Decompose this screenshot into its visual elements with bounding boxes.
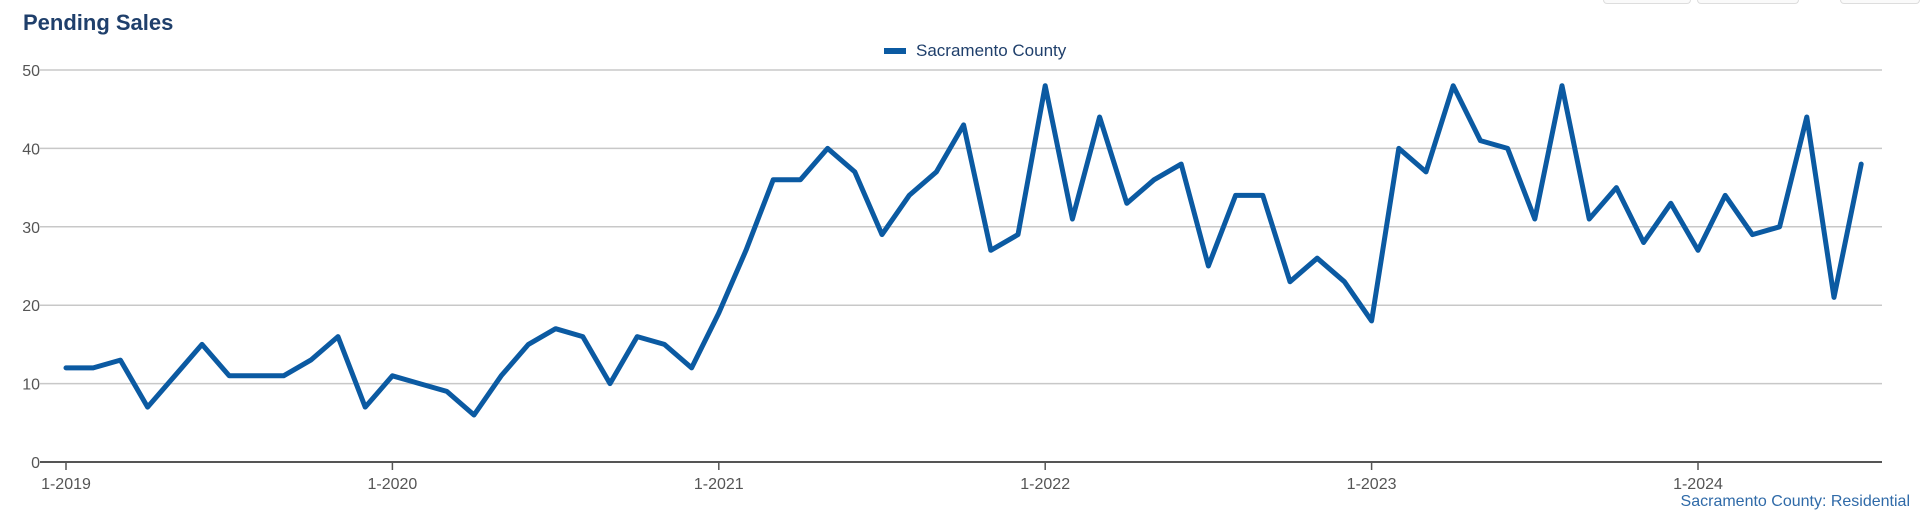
series-line-sacramento-county [63, 83, 1864, 418]
x-tick-label: 1-2024 [1673, 476, 1723, 493]
y-tick-label: 0 [31, 455, 40, 472]
x-tick-label: 1-2019 [41, 476, 91, 493]
x-tick-label: 1-2023 [1347, 476, 1397, 493]
chart-title: Pending Sales [23, 10, 174, 35]
y-axis-ticks: 0 10 20 30 40 50 [22, 63, 40, 472]
y-tick-label: 20 [22, 298, 40, 315]
x-axis-ticks: 1-2019 1-2020 1-2021 1-2022 1-2023 1-2024 [41, 462, 1723, 493]
legend[interactable]: Sacramento County [884, 41, 1066, 61]
x-tick-label: 1-2021 [694, 476, 744, 493]
x-tick-label: 1-2022 [1020, 476, 1070, 493]
y-tick-label: 30 [22, 220, 40, 237]
legend-swatch [884, 48, 906, 54]
y-tick-label: 40 [22, 141, 40, 158]
source-note: Sacramento County: Residential [1680, 493, 1910, 510]
legend-label: Sacramento County [916, 41, 1067, 60]
grid-lines [40, 69, 1882, 385]
y-tick-label: 50 [22, 63, 40, 80]
y-tick-label: 10 [22, 377, 40, 394]
x-tick-label: 1-2020 [367, 476, 417, 493]
